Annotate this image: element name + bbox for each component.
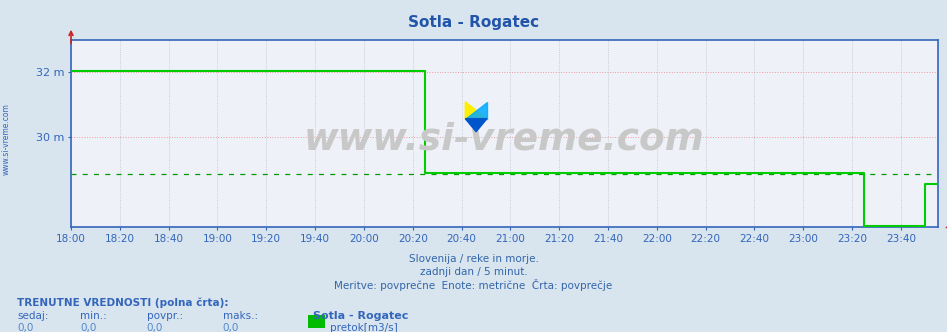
Text: 0,0: 0,0 (17, 323, 33, 332)
Text: 0,0: 0,0 (223, 323, 239, 332)
Polygon shape (465, 102, 487, 119)
Text: www.si-vreme.com: www.si-vreme.com (1, 104, 10, 175)
Text: Meritve: povprečne  Enote: metrične  Črta: povprečje: Meritve: povprečne Enote: metrične Črta:… (334, 279, 613, 291)
Text: Slovenija / reke in morje.: Slovenija / reke in morje. (408, 254, 539, 264)
Text: maks.:: maks.: (223, 311, 258, 321)
Text: povpr.:: povpr.: (147, 311, 183, 321)
Text: zadnji dan / 5 minut.: zadnji dan / 5 minut. (420, 267, 527, 277)
Text: sedaj:: sedaj: (17, 311, 48, 321)
Polygon shape (465, 102, 487, 119)
Text: TRENUTNE VREDNOSTI (polna črta):: TRENUTNE VREDNOSTI (polna črta): (17, 297, 228, 308)
Text: min.:: min.: (80, 311, 107, 321)
Text: www.si-vreme.com: www.si-vreme.com (304, 121, 705, 157)
Text: pretok[m3/s]: pretok[m3/s] (330, 323, 398, 332)
Polygon shape (465, 119, 487, 132)
Text: Sotla - Rogatec: Sotla - Rogatec (313, 311, 408, 321)
Text: 0,0: 0,0 (147, 323, 163, 332)
Text: 0,0: 0,0 (80, 323, 97, 332)
Text: Sotla - Rogatec: Sotla - Rogatec (408, 15, 539, 30)
